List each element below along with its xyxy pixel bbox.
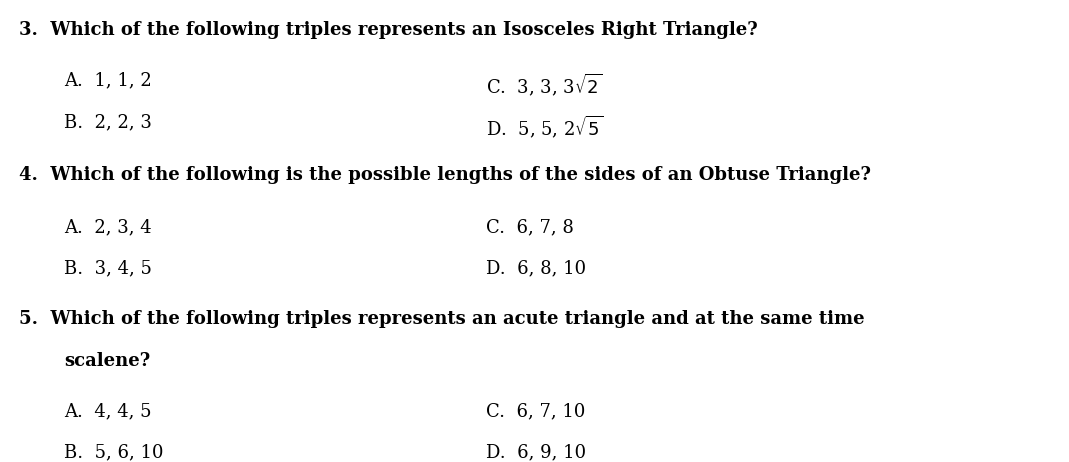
Text: scalene?: scalene? [64,352,151,370]
Text: D.  6, 9, 10: D. 6, 9, 10 [486,444,587,462]
Text: A.  2, 3, 4: A. 2, 3, 4 [64,218,152,236]
Text: A.  4, 4, 5: A. 4, 4, 5 [64,402,152,420]
Text: 4.  Which of the following is the possible lengths of the sides of an Obtuse Tri: 4. Which of the following is the possibl… [19,166,871,184]
Text: B.  2, 2, 3: B. 2, 2, 3 [64,113,152,131]
Text: B.  3, 4, 5: B. 3, 4, 5 [64,260,152,278]
Text: A.  1, 1, 2: A. 1, 1, 2 [64,72,152,90]
Text: C.  6, 7, 10: C. 6, 7, 10 [486,402,586,420]
Text: D.  5, 5, 2$\sqrt{5}$: D. 5, 5, 2$\sqrt{5}$ [486,113,604,140]
Text: C.  6, 7, 8: C. 6, 7, 8 [486,218,574,236]
Text: D.  6, 8, 10: D. 6, 8, 10 [486,260,587,278]
Text: 5.  Which of the following triples represents an acute triangle and at the same : 5. Which of the following triples repres… [19,310,865,328]
Text: B.  5, 6, 10: B. 5, 6, 10 [64,444,164,462]
Text: C.  3, 3, 3$\sqrt{2}$: C. 3, 3, 3$\sqrt{2}$ [486,72,603,98]
Text: 3.  Which of the following triples represents an Isosceles Right Triangle?: 3. Which of the following triples repres… [19,21,758,39]
